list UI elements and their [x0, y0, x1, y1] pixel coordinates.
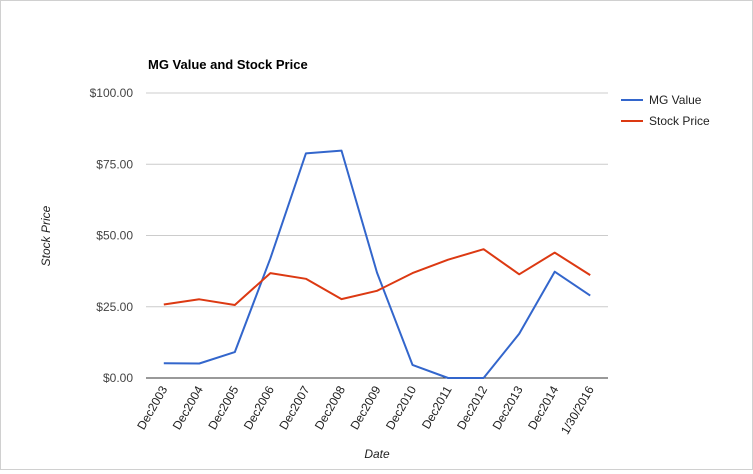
- x-tick-label: Dec2005: [205, 383, 241, 432]
- legend-label: Stock Price: [649, 114, 710, 128]
- y-tick-label: $50.00: [96, 229, 133, 243]
- chart-title: MG Value and Stock Price: [148, 57, 308, 72]
- y-tick-label: $25.00: [96, 300, 133, 314]
- x-tick-label: Dec2012: [454, 383, 490, 432]
- x-tick-label: Dec2010: [383, 383, 419, 432]
- series-lines: [163, 149, 591, 379]
- y-axis-label: Stock Price: [39, 205, 53, 266]
- x-tick-label: Dec2013: [490, 383, 526, 432]
- x-axis-ticks: Dec2003 Dec2004 Dec2005 Dec2006 Dec2007 Dec20…: [134, 383, 597, 437]
- series-line-mg-value: [163, 149, 591, 379]
- x-tick-label: Dec2004: [170, 383, 206, 432]
- x-tick-label: Dec2009: [347, 383, 383, 432]
- x-tick-label: Dec2006: [241, 383, 277, 432]
- y-tick-label: $0.00: [103, 371, 133, 385]
- x-tick-label: Dec2003: [134, 383, 170, 432]
- gridlines: [146, 92, 608, 379]
- series-line-stock-price: [163, 248, 591, 306]
- legend-label: MG Value: [649, 93, 702, 107]
- y-tick-label: $75.00: [96, 157, 133, 171]
- x-tick-label: Dec2007: [276, 383, 312, 432]
- x-tick-label: 1/30/2016: [558, 383, 597, 437]
- x-axis-label: Date: [364, 447, 390, 461]
- legend: MG Value Stock Price: [621, 93, 710, 128]
- y-axis-ticks: $0.00 $25.00 $50.00 $75.00 $100.00: [90, 86, 134, 385]
- y-tick-label: $100.00: [90, 86, 134, 100]
- x-tick-label: Dec2011: [419, 383, 455, 431]
- x-tick-label: Dec2014: [525, 383, 561, 432]
- x-tick-label: Dec2008: [312, 383, 348, 432]
